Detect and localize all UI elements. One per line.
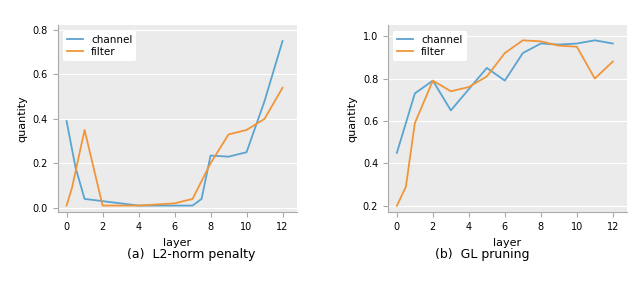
filter	[207, 162, 214, 165]
channel	[591, 38, 598, 42]
Text: (a)  L2-norm penalty: (a) L2-norm penalty	[127, 248, 255, 261]
Line: filter: filter	[397, 40, 613, 206]
channel	[171, 204, 179, 207]
Legend: channel, filter: channel, filter	[393, 31, 467, 61]
channel	[429, 79, 436, 82]
filter	[81, 128, 88, 132]
channel	[207, 154, 214, 157]
filter	[278, 86, 286, 89]
Legend: channel, filter: channel, filter	[63, 31, 136, 61]
X-axis label: layer: layer	[163, 237, 191, 248]
channel	[278, 39, 286, 43]
channel	[519, 51, 527, 55]
filter	[243, 128, 250, 132]
filter	[429, 79, 436, 82]
channel	[537, 42, 545, 45]
channel	[260, 99, 268, 103]
channel	[501, 79, 509, 82]
filter	[519, 38, 527, 42]
channel	[573, 42, 580, 45]
channel	[411, 92, 419, 95]
filter	[411, 121, 419, 125]
channel	[393, 151, 401, 155]
filter	[573, 45, 580, 48]
filter	[537, 40, 545, 43]
Text: (b)  GL pruning: (b) GL pruning	[435, 248, 529, 261]
filter	[225, 133, 232, 136]
Line: channel: channel	[67, 41, 282, 205]
filter	[189, 197, 196, 201]
channel	[225, 155, 232, 158]
X-axis label: layer: layer	[493, 237, 522, 248]
channel	[135, 204, 143, 207]
filter	[63, 204, 70, 207]
channel	[243, 151, 250, 154]
channel	[465, 87, 473, 91]
channel	[198, 197, 205, 201]
Y-axis label: quantity: quantity	[348, 95, 357, 142]
filter	[171, 202, 179, 205]
Line: channel: channel	[397, 40, 613, 153]
filter	[135, 204, 143, 207]
filter	[483, 75, 491, 78]
channel	[99, 200, 106, 203]
filter	[501, 51, 509, 55]
channel	[63, 119, 70, 123]
filter	[260, 117, 268, 121]
channel	[447, 109, 454, 112]
channel	[81, 197, 88, 201]
filter	[393, 204, 401, 208]
filter	[68, 186, 76, 190]
filter	[465, 85, 473, 89]
Line: filter: filter	[67, 88, 282, 205]
filter	[90, 166, 97, 170]
channel	[189, 204, 196, 207]
filter	[402, 185, 410, 188]
channel	[72, 166, 79, 170]
Y-axis label: quantity: quantity	[17, 95, 27, 142]
filter	[555, 44, 563, 47]
channel	[483, 66, 491, 70]
filter	[609, 60, 617, 63]
filter	[447, 89, 454, 93]
channel	[609, 42, 617, 45]
channel	[555, 43, 563, 46]
filter	[99, 204, 106, 207]
filter	[591, 77, 598, 80]
